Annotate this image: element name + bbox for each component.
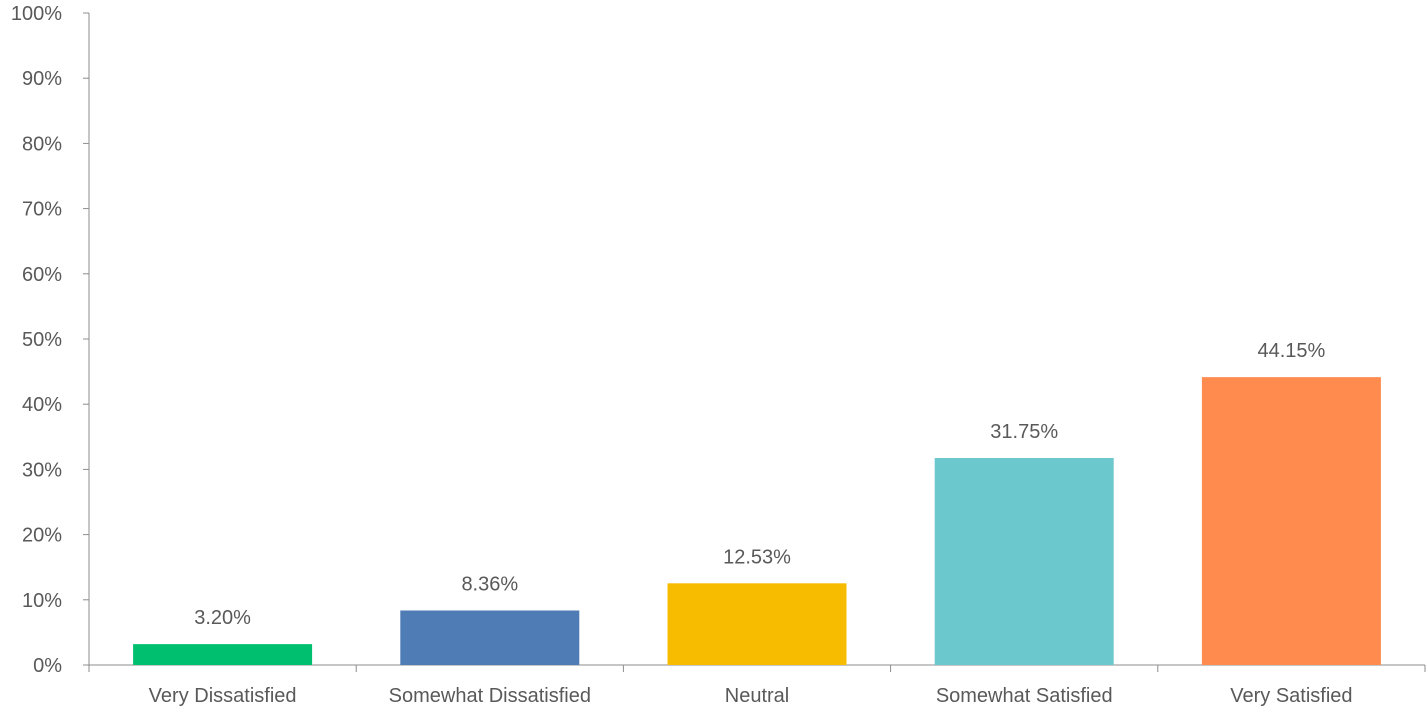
x-tick-label: Somewhat Satisfied [936, 685, 1113, 707]
y-tick-label: 40% [22, 394, 62, 416]
bar [1201, 377, 1381, 665]
y-tick-label: 0% [33, 655, 62, 677]
data-label: 12.53% [723, 546, 791, 568]
y-tick-label: 30% [22, 459, 62, 481]
data-label: 3.20% [194, 607, 251, 629]
x-tick-label: Very Satisfied [1230, 685, 1352, 707]
bars [133, 377, 1381, 665]
data-label: 44.15% [1257, 340, 1325, 362]
bar [934, 457, 1114, 665]
y-tick-label: 80% [22, 133, 62, 155]
x-axis: Very Dissatisfied Somewhat Dissatisfied Ne… [88, 664, 1426, 707]
y-axis: 0% 10% 20% 30% 40% 50% 60% 70% 80% 90% 100% [11, 3, 90, 677]
x-tick-label: Very Dissatisfied [149, 685, 297, 707]
data-labels: 3.20% 8.36% 12.53% 31.75% 44.15% [194, 340, 1325, 629]
x-tick-label: Neutral [725, 685, 789, 707]
data-label: 31.75% [990, 421, 1058, 443]
bar [667, 583, 847, 665]
x-tick-label: Somewhat Dissatisfied [389, 685, 591, 707]
y-tick-label: 10% [22, 590, 62, 612]
bar [400, 610, 580, 665]
bar [133, 644, 313, 665]
y-tick-label: 20% [22, 525, 62, 547]
y-tick-label: 90% [22, 68, 62, 90]
y-tick-label: 60% [22, 264, 62, 286]
y-tick-label: 70% [22, 199, 62, 221]
data-label: 8.36% [461, 573, 518, 595]
y-tick-label: 100% [11, 3, 62, 25]
y-tick-label: 50% [22, 329, 62, 351]
